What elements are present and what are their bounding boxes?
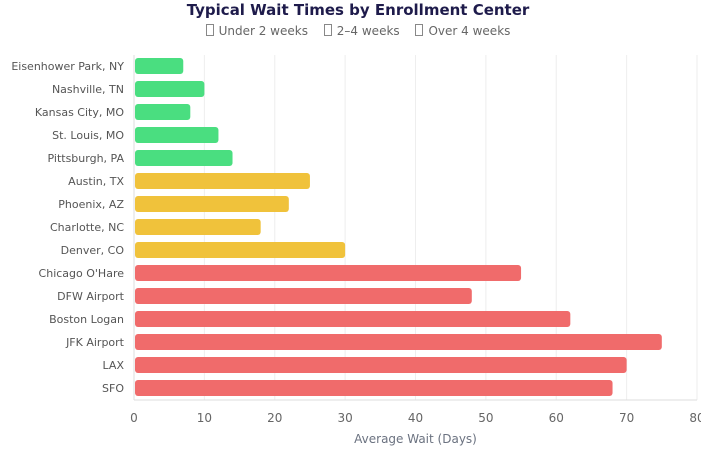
- x-tick-label: 70: [619, 411, 634, 425]
- legend-item-2-4-weeks[interactable]: 2–4 weeks: [323, 24, 400, 38]
- legend-icon: [323, 24, 332, 36]
- legend-icon: [415, 24, 424, 36]
- bar: [135, 104, 191, 120]
- bar: [135, 311, 571, 327]
- y-tick-label: DFW Airport: [57, 290, 125, 303]
- x-tick-label: 80: [689, 411, 701, 425]
- x-tick-label: 40: [408, 411, 423, 425]
- legend-icon: [205, 24, 214, 36]
- y-tick-label: JFK Airport: [65, 336, 125, 349]
- y-tick-label: LAX: [103, 359, 125, 372]
- x-tick-label: 60: [549, 411, 564, 425]
- y-tick-label: Boston Logan: [49, 313, 124, 326]
- y-tick-label: Charlotte, NC: [50, 221, 124, 234]
- x-tick-label: 30: [337, 411, 352, 425]
- legend: Under 2 weeks 2–4 weeks Over 4 weeks: [0, 24, 701, 38]
- x-tick-label: 0: [130, 411, 138, 425]
- x-tick-label: 50: [478, 411, 493, 425]
- legend-item-over-4-weeks[interactable]: Over 4 weeks: [415, 24, 510, 38]
- y-tick-label: Pittsburgh, PA: [48, 152, 125, 165]
- y-tick-label: SFO: [102, 382, 124, 395]
- bar: [135, 288, 472, 304]
- y-tick-label: Austin, TX: [68, 175, 124, 188]
- bar: [135, 219, 261, 235]
- x-tick-label: 20: [267, 411, 282, 425]
- legend-label: 2–4 weeks: [336, 24, 400, 38]
- x-tick-label: 10: [197, 411, 212, 425]
- bar: [135, 242, 346, 258]
- y-tick-label: Chicago O'Hare: [39, 267, 125, 280]
- bar: [135, 81, 205, 97]
- y-tick-label: Denver, CO: [61, 244, 125, 257]
- x-axis-title: Average Wait (Days): [354, 432, 477, 446]
- y-tick-label: Phoenix, AZ: [58, 198, 124, 211]
- bar: [135, 265, 522, 281]
- legend-item-under-2-weeks[interactable]: Under 2 weeks: [205, 24, 308, 38]
- bar: [135, 150, 233, 166]
- chart-title: Typical Wait Times by Enrollment Center: [186, 1, 530, 19]
- legend-label: Under 2 weeks: [218, 24, 308, 38]
- y-tick-label: St. Louis, MO: [52, 129, 124, 142]
- bar: [135, 380, 613, 396]
- bar: [135, 58, 184, 74]
- bar: [135, 334, 662, 350]
- y-tick-label: Nashville, TN: [52, 83, 124, 96]
- bar: [135, 357, 627, 373]
- bar: [135, 127, 219, 143]
- y-tick-label: Kansas City, MO: [35, 106, 124, 119]
- legend-label: Over 4 weeks: [428, 24, 511, 38]
- bar: [135, 196, 289, 212]
- y-tick-label: Eisenhower Park, NY: [11, 60, 124, 73]
- bar: [135, 173, 310, 189]
